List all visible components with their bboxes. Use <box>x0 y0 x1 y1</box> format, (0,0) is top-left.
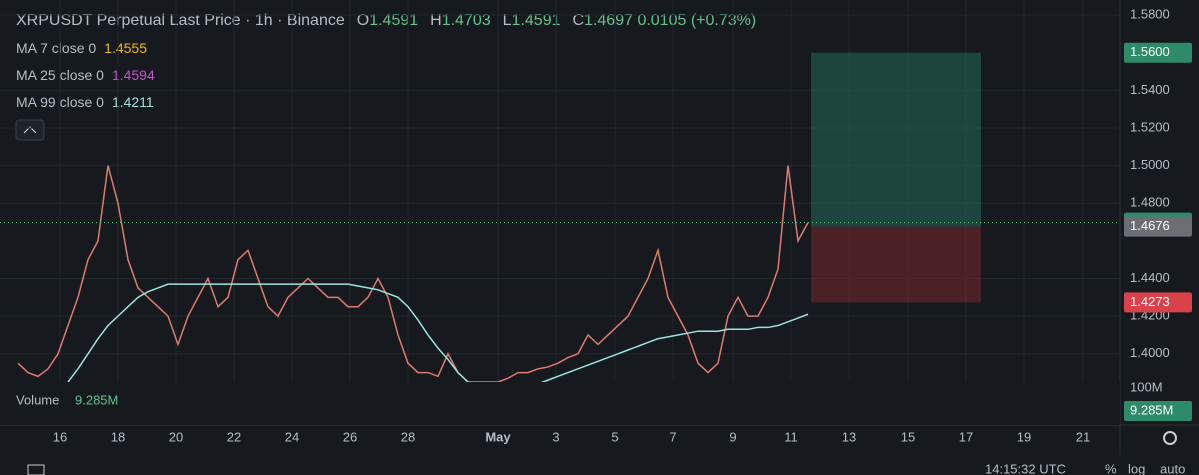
volume-label: Volume <box>16 392 59 407</box>
price-tag-label: 1.4273 <box>1130 294 1170 309</box>
percent-button: % <box>1105 461 1117 475</box>
x-tick-label: 15 <box>901 429 915 444</box>
header: XRPUSDT Perpetual Last Price · 1h · Bina… <box>16 12 756 30</box>
volume-tag-label: 9.285M <box>1130 402 1173 417</box>
y-tick-label: 1.4000 <box>1130 345 1170 360</box>
price-tag <box>1124 42 1192 63</box>
x-tick-label: 22 <box>227 429 241 444</box>
price-line <box>17 165 809 383</box>
x-tick-label: 19 <box>1017 429 1031 444</box>
ohlc-value: 1.4697 <box>584 12 633 29</box>
calendar-button[interactable] <box>27 464 45 475</box>
price-line <box>67 283 809 385</box>
price-tag <box>1124 292 1192 313</box>
volume-scale: 100M <box>1130 379 1163 394</box>
clock: 14:15:32 UTC <box>985 461 1066 475</box>
change: 0.0105 (+0.73%) <box>637 12 757 29</box>
ohlc-key: O <box>356 12 370 29</box>
x-tick-label: 7 <box>669 429 676 444</box>
x-tick-label: 28 <box>401 429 415 444</box>
y-tick-label: 1.4800 <box>1130 195 1170 210</box>
ohlc-key: H <box>430 12 442 29</box>
ohlc-value: 1.4703 <box>441 12 491 29</box>
ohlc-key: C <box>572 12 585 29</box>
symbol: XRPUSDT Perpetual Last Price · 1h · Bina… <box>16 12 345 29</box>
ohlc-value: 1.4591 <box>369 12 419 29</box>
price-tag-label: 1.5600 <box>1130 44 1170 59</box>
x-tick-label: 21 <box>1076 429 1090 444</box>
settings-button[interactable] <box>1163 431 1177 445</box>
x-tick-label: 9 <box>729 429 736 444</box>
log-button: log <box>1128 461 1145 475</box>
indicator-value: 1.4555 <box>104 40 147 56</box>
volume-value: 9.285M <box>75 392 118 407</box>
y-tick-label: 1.5400 <box>1130 82 1170 97</box>
x-tick-label: 18 <box>111 429 125 444</box>
plot-clip <box>0 382 1120 425</box>
y-tick-label: 1.5200 <box>1130 119 1170 134</box>
y-tick-label: 1.5000 <box>1130 157 1170 172</box>
x-tick-label: 20 <box>169 429 183 444</box>
volume-tag <box>1124 401 1192 421</box>
x-tick-label: 5 <box>611 429 618 444</box>
ohlc-value: 1.4591 <box>511 12 561 29</box>
x-tick-label: 26 <box>343 429 357 444</box>
x-tick-label: 24 <box>285 429 299 444</box>
collapse-button[interactable] <box>15 119 45 141</box>
price-tag <box>1124 216 1192 237</box>
indicator-label: MA 7 close 0 <box>16 40 97 56</box>
target-zone <box>811 52 981 227</box>
ohlc: O1.4591 H1.4703 L1.4591 C1.4697 <box>345 12 633 29</box>
stop-zone <box>811 226 981 303</box>
x-tick-label: 11 <box>784 429 798 444</box>
y-tick-label: 1.5800 <box>1130 6 1170 21</box>
auto-button: auto <box>1160 461 1185 475</box>
ohlc-key: L <box>502 12 512 29</box>
x-tick-label: 3 <box>552 429 559 444</box>
indicator-value: 1.4211 <box>111 94 154 110</box>
collapse-icon <box>23 126 37 134</box>
indicator-value: 1.4594 <box>111 67 155 83</box>
x-tick-label: 13 <box>842 429 856 444</box>
x-tick-label: May <box>485 429 511 444</box>
price-tag-label: 1.4676 <box>1130 218 1170 233</box>
x-tick-label: 17 <box>959 429 973 444</box>
y-tick-label: 1.4400 <box>1130 270 1170 285</box>
x-tick-label: 16 <box>53 429 67 444</box>
indicator: MA 7 close 0 1.4555 <box>16 40 147 56</box>
